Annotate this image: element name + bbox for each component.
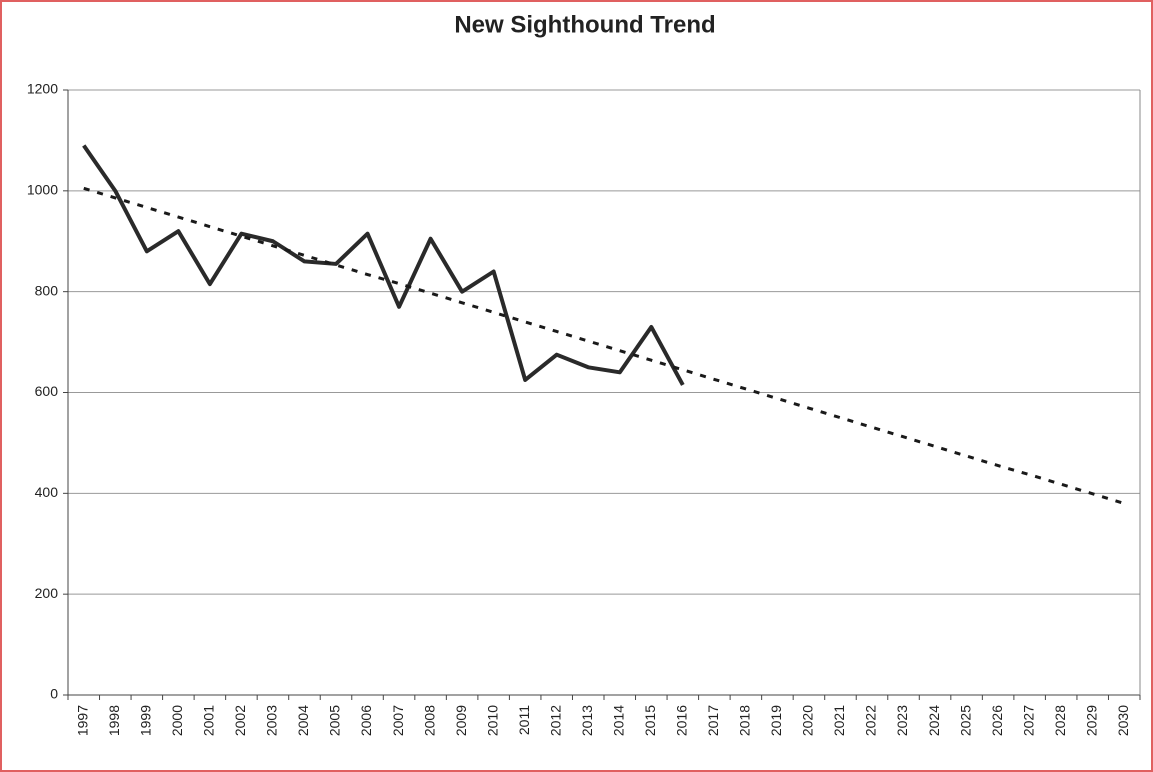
x-tick-label: 2017 (705, 705, 721, 736)
x-tick-label: 2025 (957, 705, 973, 736)
x-tick-label: 2026 (989, 705, 1005, 736)
x-tick-label: 2006 (358, 705, 374, 736)
y-tick-label: 1000 (27, 182, 58, 198)
x-tick-label: 2014 (610, 705, 626, 736)
x-tick-label: 1997 (74, 705, 90, 736)
series-line (82, 144, 685, 386)
x-tick-label: 2008 (421, 705, 437, 736)
x-tick-label: 2029 (1083, 705, 1099, 736)
x-tick-label: 2024 (926, 705, 942, 736)
x-tick-label: 2030 (1115, 705, 1131, 736)
x-tick-label: 2005 (327, 705, 343, 736)
x-tick-label: 2009 (453, 705, 469, 736)
x-tick-label: 2019 (768, 705, 784, 736)
x-tick-label: 2015 (642, 705, 658, 736)
y-tick-label: 400 (35, 484, 59, 500)
x-tick-label: 2018 (737, 705, 753, 736)
x-tick-label: 2007 (390, 705, 406, 736)
x-tick-label: 1999 (138, 705, 154, 736)
x-tick-label: 2021 (831, 705, 847, 736)
y-tick-label: 600 (35, 383, 59, 399)
y-tick-label: 0 (50, 686, 58, 702)
chart-title: New Sighthound Trend (454, 11, 715, 38)
x-tick-label: 2027 (1020, 705, 1036, 736)
y-tick-label: 800 (35, 282, 59, 298)
y-tick-label: 200 (35, 585, 59, 601)
x-tick-label: 2003 (264, 705, 280, 736)
x-tick-label: 2004 (295, 705, 311, 736)
x-tick-label: 2002 (232, 705, 248, 736)
x-tick-label: 2010 (484, 705, 500, 736)
x-tick-label: 2001 (201, 705, 217, 736)
x-tick-label: 2022 (863, 705, 879, 736)
y-tick-label: 1200 (27, 81, 58, 97)
x-tick-label: 1998 (106, 705, 122, 736)
x-tick-label: 2011 (516, 705, 532, 735)
x-tick-label: 2016 (674, 705, 690, 736)
x-tick-label: 2028 (1052, 705, 1068, 736)
x-tick-label: 2020 (800, 705, 816, 736)
x-tick-label: 2000 (169, 705, 185, 736)
x-tick-label: 2023 (894, 705, 910, 736)
x-tick-label: 2012 (547, 705, 563, 736)
x-tick-label: 2013 (579, 705, 595, 736)
